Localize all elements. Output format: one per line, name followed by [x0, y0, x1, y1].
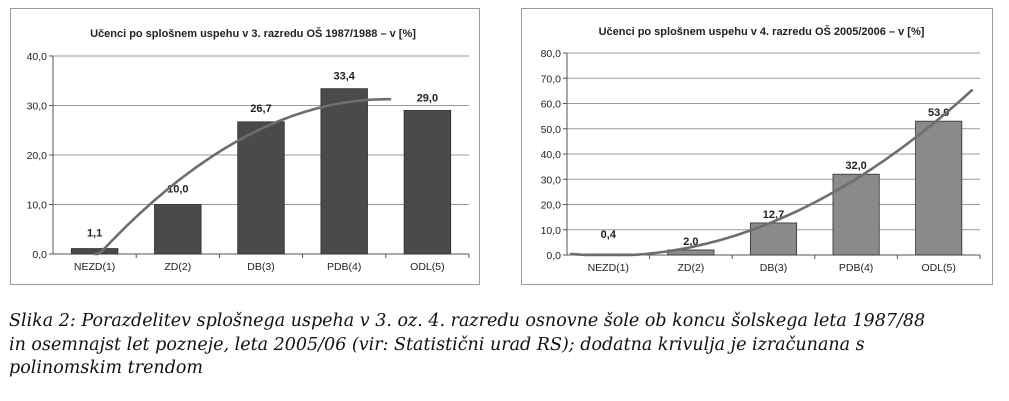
chart-left-trend-line [93, 97, 392, 256]
chart-left-bar [320, 88, 368, 255]
chart-left-x-tick-label: ZD(2) [164, 261, 191, 273]
chart-left-data-label: 29,0 [417, 92, 438, 104]
chart-left-y-tick-label: 30,0 [27, 101, 48, 113]
chart-right-y-tick-label: 60,0 [541, 99, 562, 111]
chart-right-x-tick-label: ZD(2) [677, 262, 704, 274]
chart-left-x-tick-label: ODL(5) [410, 261, 444, 273]
chart-right-y-tick-label: 50,0 [541, 124, 562, 136]
chart-left-x-tick-label: PDB(4) [327, 261, 361, 273]
chart-right-bar [832, 173, 880, 256]
chart-right-y-tick-label: 10,0 [541, 225, 562, 237]
chart-left-data-label: 1,1 [87, 228, 102, 240]
chart-right-y-tick-label: 70,0 [541, 73, 562, 85]
chart-left-bar [237, 121, 285, 255]
chart-right-x-tick-label: NEZD(1) [588, 262, 629, 274]
chart-left-title: Učenci po splošnem uspehu v 3. razredu O… [90, 27, 416, 40]
chart-right-x-tick-label: ODL(5) [921, 262, 955, 274]
chart-right: Učenci po splošnem uspehu v 4. razredu O… [521, 8, 993, 285]
chart-left: Učenci po splošnem uspehu v 3. razredu O… [10, 8, 480, 285]
caption-line-2: in osemnajst let pozneje, leta 2005/06 (… [9, 334, 865, 355]
chart-left-data-label: 10,0 [167, 184, 188, 196]
chart-left-bar [403, 110, 452, 255]
chart-right-y-tick-label: 40,0 [541, 149, 562, 161]
caption-line-3: polinomskim trendom [9, 358, 204, 378]
chart-left-x-tick-label: DB(3) [247, 261, 274, 273]
chart-left-y-tick-label: 40,0 [27, 51, 48, 63]
chart-right-data-label: 0,4 [601, 229, 617, 241]
figure-caption: Slika 2: Porazdelitev splošnega uspeha v… [9, 310, 999, 381]
chart-right-y-tick-label: 30,0 [541, 174, 562, 186]
chart-left-data-label: 26,7 [250, 103, 271, 115]
chart-right-svg: Učenci po splošnem uspehu v 4. razredu O… [541, 25, 981, 274]
chart-left-y-tick-label: 0,0 [32, 249, 47, 261]
chart-right-x-tick-label: PDB(4) [839, 262, 873, 274]
chart-left-y-tick-label: 20,0 [27, 150, 48, 162]
chart-left-data-label: 33,4 [333, 71, 355, 83]
chart-right-title: Učenci po splošnem uspehu v 4. razredu O… [599, 25, 925, 38]
chart-left-y-tick-label: 10,0 [27, 200, 48, 212]
chart-right-y-tick-label: 20,0 [541, 200, 562, 212]
chart-left-bar [154, 204, 202, 255]
chart-right-x-tick-label: DB(3) [760, 262, 787, 274]
chart-right-trend-line [569, 89, 973, 257]
chart-left-x-tick-label: NEZD(1) [74, 261, 115, 273]
caption-line-1: Slika 2: Porazdelitev splošnega uspeha v… [9, 311, 926, 331]
chart-right-data-label: 32,0 [845, 160, 866, 172]
chart-right-y-tick-label: 80,0 [541, 48, 562, 60]
chart-right-bar [915, 120, 963, 256]
chart-right-data-label: 2,0 [683, 236, 698, 248]
chart-left-svg: Učenci po splošnem uspehu v 3. razredu O… [27, 27, 470, 273]
chart-right-y-tick-label: 0,0 [546, 250, 561, 262]
